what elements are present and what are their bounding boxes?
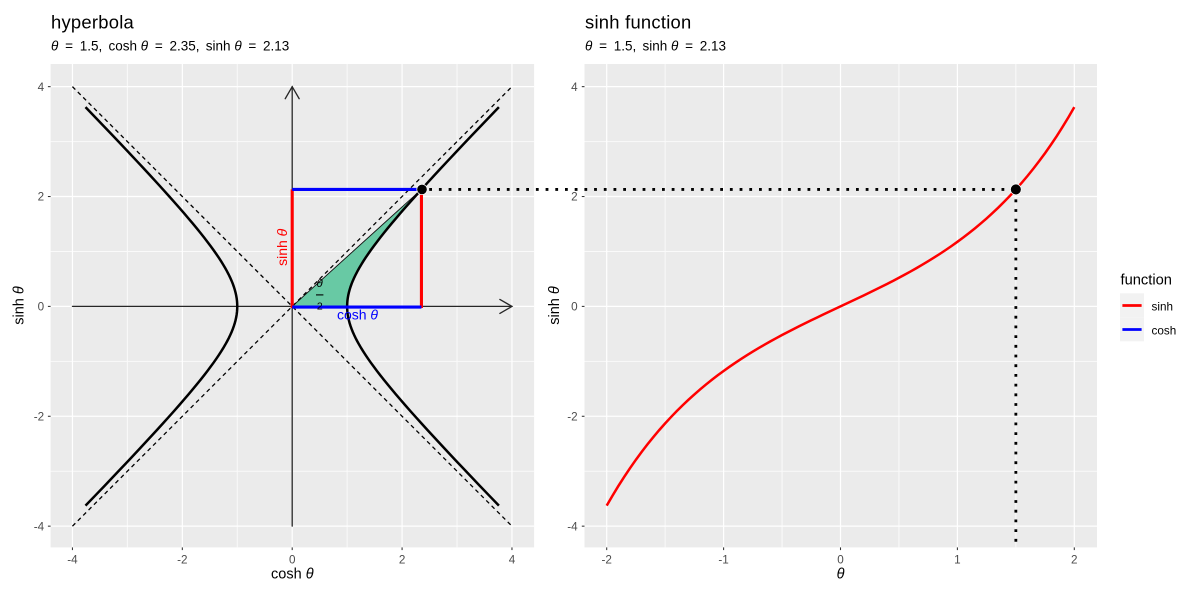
svg-text:θ = 1.5, cosh θ = 2.35, sinh θ: θ = 1.5, cosh θ = 2.35, sinh θ = 2.13 — [51, 38, 289, 53]
svg-text:2: 2 — [317, 300, 323, 312]
svg-text:θ = 1.5, sinh θ = 2.13: θ = 1.5, sinh θ = 2.13 — [585, 38, 726, 53]
svg-text:-2: -2 — [567, 410, 577, 423]
svg-text:-2: -2 — [177, 554, 187, 567]
svg-text:sinh θ: sinh θ — [12, 286, 28, 325]
svg-text:sinh θ: sinh θ — [274, 228, 290, 266]
svg-text:2: 2 — [399, 554, 406, 567]
svg-text:cosh: cosh — [1152, 324, 1177, 337]
svg-text:-4: -4 — [567, 520, 578, 533]
svg-text:sinh: sinh — [1152, 300, 1173, 313]
svg-text:sinh θ: sinh θ — [547, 286, 563, 325]
svg-text:1: 1 — [954, 554, 961, 567]
svg-text:0: 0 — [837, 554, 844, 567]
svg-text:sinh function: sinh function — [585, 12, 692, 33]
svg-text:θ: θ — [316, 278, 323, 290]
svg-text:4: 4 — [509, 554, 516, 567]
svg-text:4: 4 — [571, 81, 578, 94]
svg-text:-4: -4 — [34, 520, 45, 533]
svg-text:2: 2 — [1071, 554, 1078, 567]
svg-text:-2: -2 — [601, 554, 611, 567]
svg-text:hyperbola: hyperbola — [51, 12, 135, 33]
svg-text:4: 4 — [38, 81, 45, 94]
svg-text:θ: θ — [837, 567, 845, 583]
svg-text:0: 0 — [38, 301, 45, 314]
svg-text:0: 0 — [289, 554, 296, 567]
svg-text:-1: -1 — [718, 554, 728, 567]
svg-text:cosh θ: cosh θ — [271, 567, 314, 583]
svg-text:2: 2 — [571, 191, 578, 204]
svg-text:-2: -2 — [34, 410, 44, 423]
svg-text:0: 0 — [571, 301, 578, 314]
svg-text:function: function — [1121, 272, 1172, 288]
svg-text:-4: -4 — [67, 554, 78, 567]
svg-text:cosh θ: cosh θ — [337, 306, 378, 322]
svg-text:2: 2 — [38, 191, 45, 204]
